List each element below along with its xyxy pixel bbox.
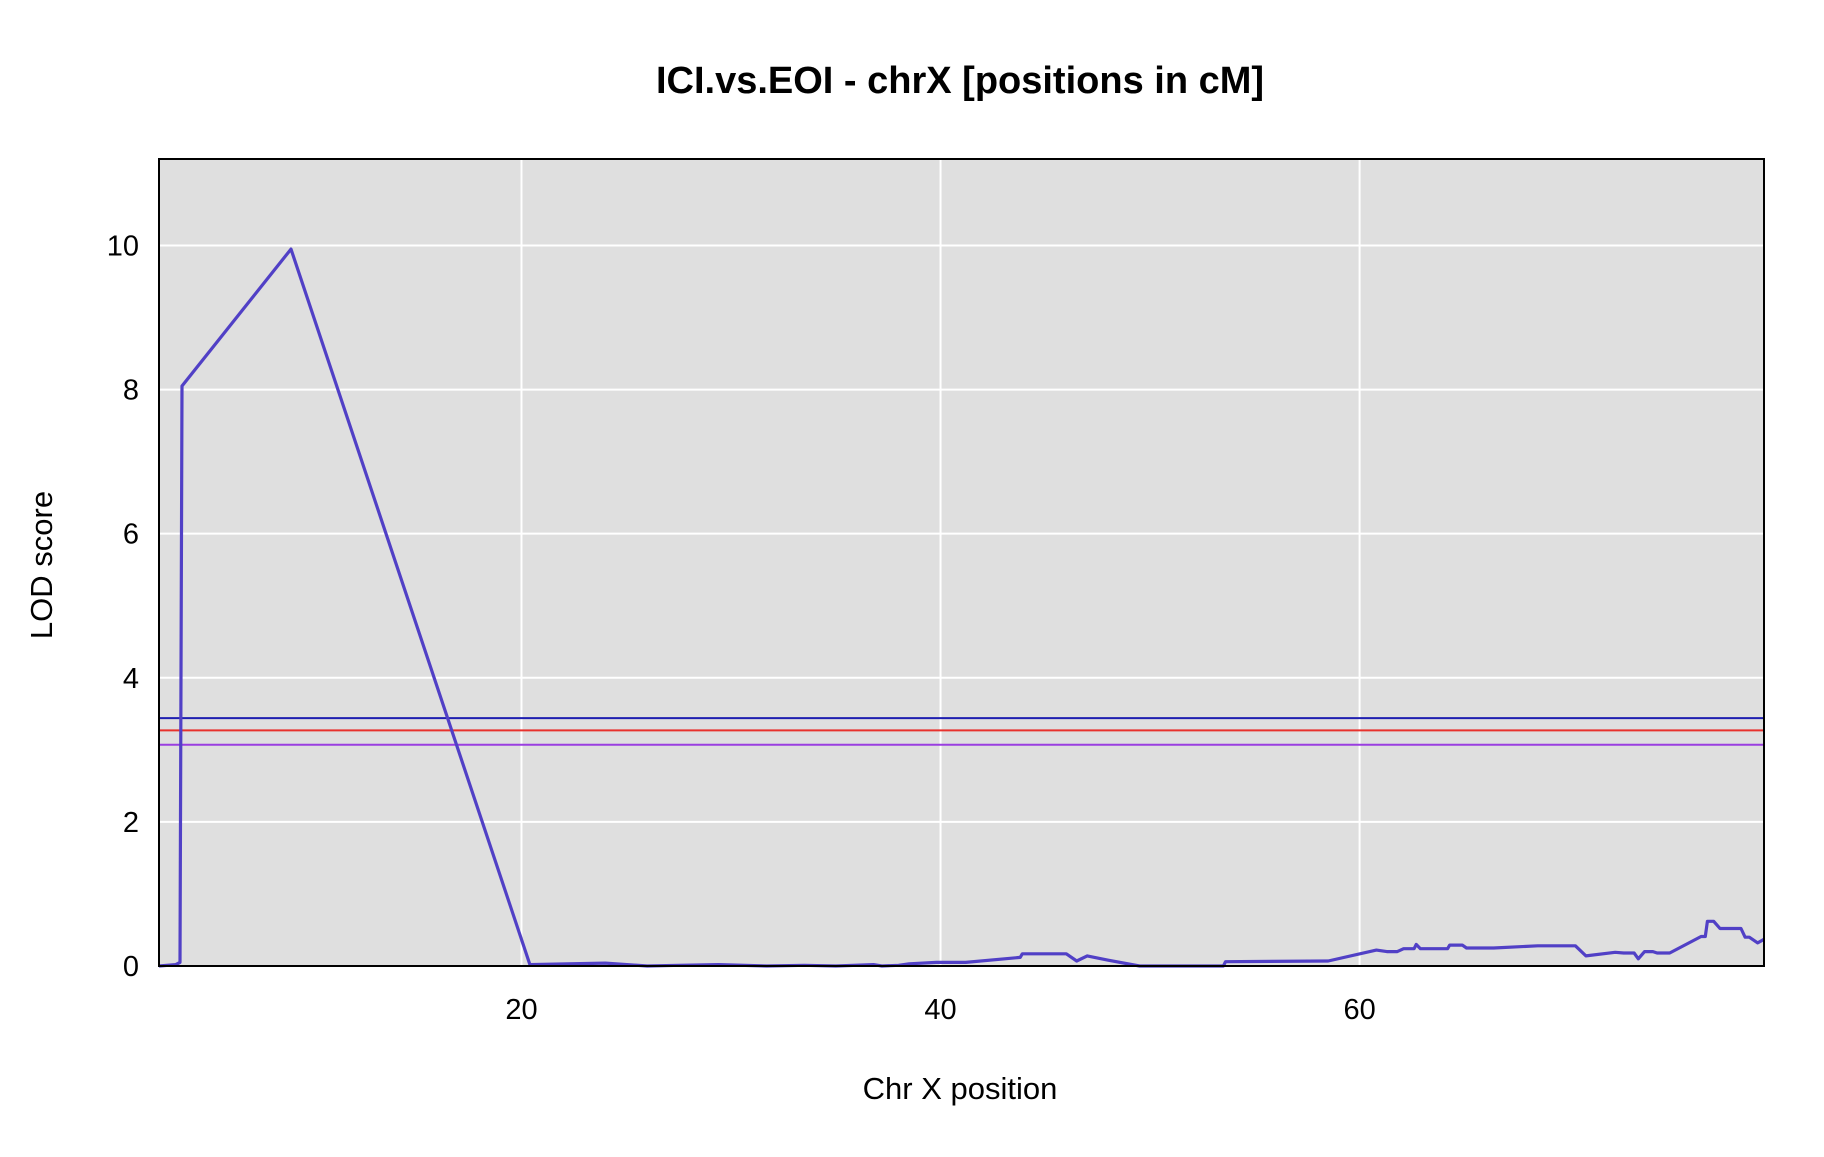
plot-frame bbox=[158, 158, 1765, 967]
y-tick-label: 8 bbox=[123, 375, 139, 407]
threshold-lines bbox=[159, 717, 1764, 746]
x-tick-label: 60 bbox=[1343, 994, 1375, 1026]
y-axis-label: LOD score bbox=[24, 491, 59, 639]
x-tick-label: 40 bbox=[924, 994, 956, 1026]
chart-title: ICI.vs.EOI - chrX [positions in cM] bbox=[656, 60, 1264, 102]
y-tick-label: 10 bbox=[107, 230, 139, 262]
y-tick-label: 4 bbox=[123, 663, 139, 695]
plot-background bbox=[159, 159, 1764, 966]
x-tick-label: 20 bbox=[505, 994, 537, 1026]
y-tick-label: 6 bbox=[123, 519, 139, 551]
x-axis-ticks: 20 40 60 bbox=[505, 994, 1375, 1026]
x-axis-label: Chr X position bbox=[863, 1071, 1058, 1106]
y-axis-ticks: 0 2 4 6 8 10 bbox=[107, 230, 139, 983]
y-tick-label: 2 bbox=[123, 807, 139, 839]
y-tick-label: 0 bbox=[123, 951, 139, 983]
